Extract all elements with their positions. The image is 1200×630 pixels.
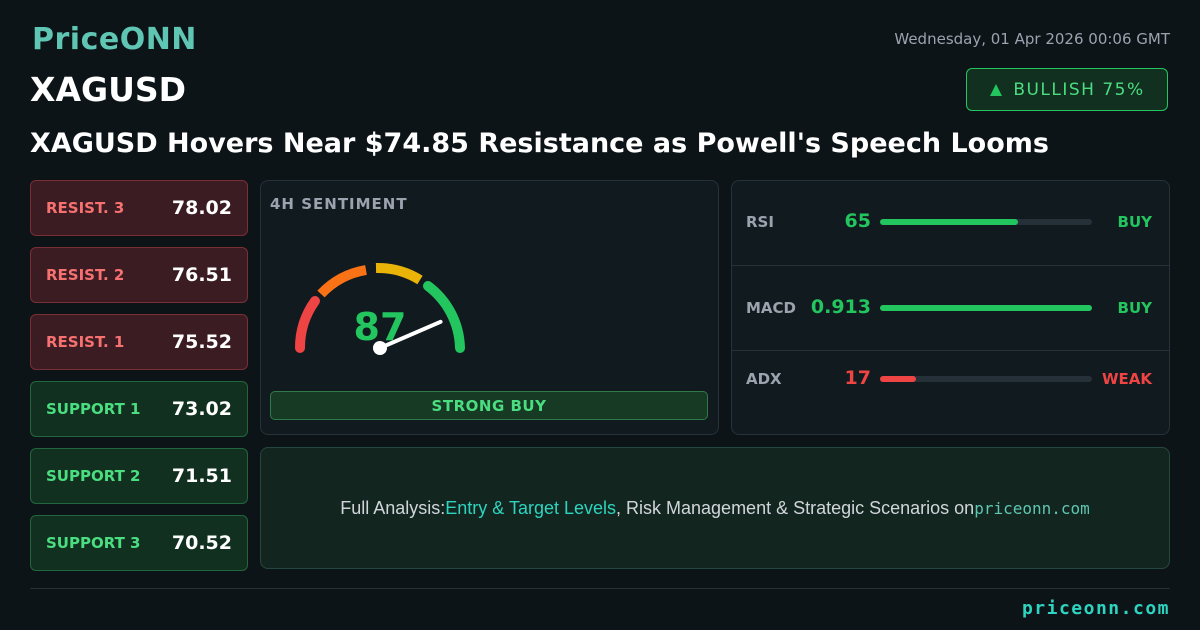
- cta: Full Analysis: Entry & Target Levels, Ri…: [260, 447, 1170, 569]
- level-value: 70.52: [171, 532, 232, 554]
- divider: [732, 350, 1169, 351]
- level-label: RESIST. 3: [46, 199, 125, 217]
- indicator-value: 65: [844, 210, 871, 232]
- cta-highlight: Entry & Target Levels: [445, 497, 617, 518]
- date: Wednesday, 01 Apr 2026 00:06 GMT: [894, 30, 1170, 48]
- level: SUPPORT 1 73.02: [30, 381, 248, 437]
- indicator-signal: BUY: [1117, 299, 1152, 317]
- cta-rest: , Risk Management & Strategic Scenarios …: [616, 497, 975, 518]
- indicator-value: 0.913: [810, 296, 871, 318]
- level: RESIST. 3 78.02: [30, 180, 248, 236]
- level-label: SUPPORT 3: [46, 534, 141, 552]
- level-label: SUPPORT 1: [46, 400, 141, 418]
- indicator-name: RSI: [746, 213, 774, 231]
- level: SUPPORT 2 71.51: [30, 448, 248, 504]
- level: RESIST. 2 76.51: [30, 247, 248, 303]
- level-value: 78.02: [171, 197, 232, 219]
- level-label: SUPPORT 2: [46, 467, 141, 485]
- gauge: 87: [294, 262, 465, 355]
- level-label: RESIST. 1: [46, 333, 125, 351]
- footer-site: priceonn.com: [1021, 598, 1170, 619]
- indicator-name: ADX: [746, 370, 782, 388]
- level-label: RESIST. 2: [46, 266, 125, 284]
- indicator-signal: BUY: [1117, 213, 1152, 231]
- indicator-bar: [880, 305, 1092, 311]
- badge-text: BULLISH 75%: [1013, 79, 1145, 100]
- indicator-bar: [880, 376, 917, 382]
- cta-lead: Full Analysis:: [340, 497, 446, 518]
- level: SUPPORT 3 70.52: [30, 515, 248, 571]
- cta-site: priceonn.com: [974, 498, 1090, 518]
- needle-hub: [373, 341, 387, 355]
- badge: BULLISH 75%: [966, 68, 1168, 111]
- gauge-arc: [317, 265, 368, 298]
- indicator-bar: [880, 219, 1018, 225]
- gauge-title: 4H SENTIMENT: [270, 195, 408, 213]
- level-value: 73.02: [171, 398, 232, 420]
- verdict: STRONG BUY: [270, 391, 708, 420]
- gauge-arc: [375, 262, 423, 285]
- level-value: 71.51: [171, 465, 232, 487]
- gauge-needle: [378, 319, 443, 350]
- up-arrow: [990, 83, 1003, 96]
- headline: XAGUSD Hovers Near $74.85 Resistance as …: [30, 128, 1049, 159]
- gauge-arc: [294, 296, 320, 353]
- indicator-track: [880, 376, 1092, 382]
- level-value: 76.51: [171, 264, 232, 286]
- rule: [30, 588, 1170, 589]
- indicator-track: [880, 219, 1092, 225]
- gauge-arc: [423, 281, 465, 353]
- level-value: 75.52: [171, 331, 232, 353]
- brand: PriceONN: [32, 22, 197, 57]
- level: RESIST. 1 75.52: [30, 314, 248, 370]
- symbol: XAGUSD: [30, 70, 187, 109]
- indicator-signal: WEAK: [1101, 370, 1152, 388]
- divider: [732, 265, 1169, 266]
- indicator-name: MACD: [746, 299, 796, 317]
- indicator-track: [880, 305, 1092, 311]
- indicator-value: 17: [844, 367, 871, 389]
